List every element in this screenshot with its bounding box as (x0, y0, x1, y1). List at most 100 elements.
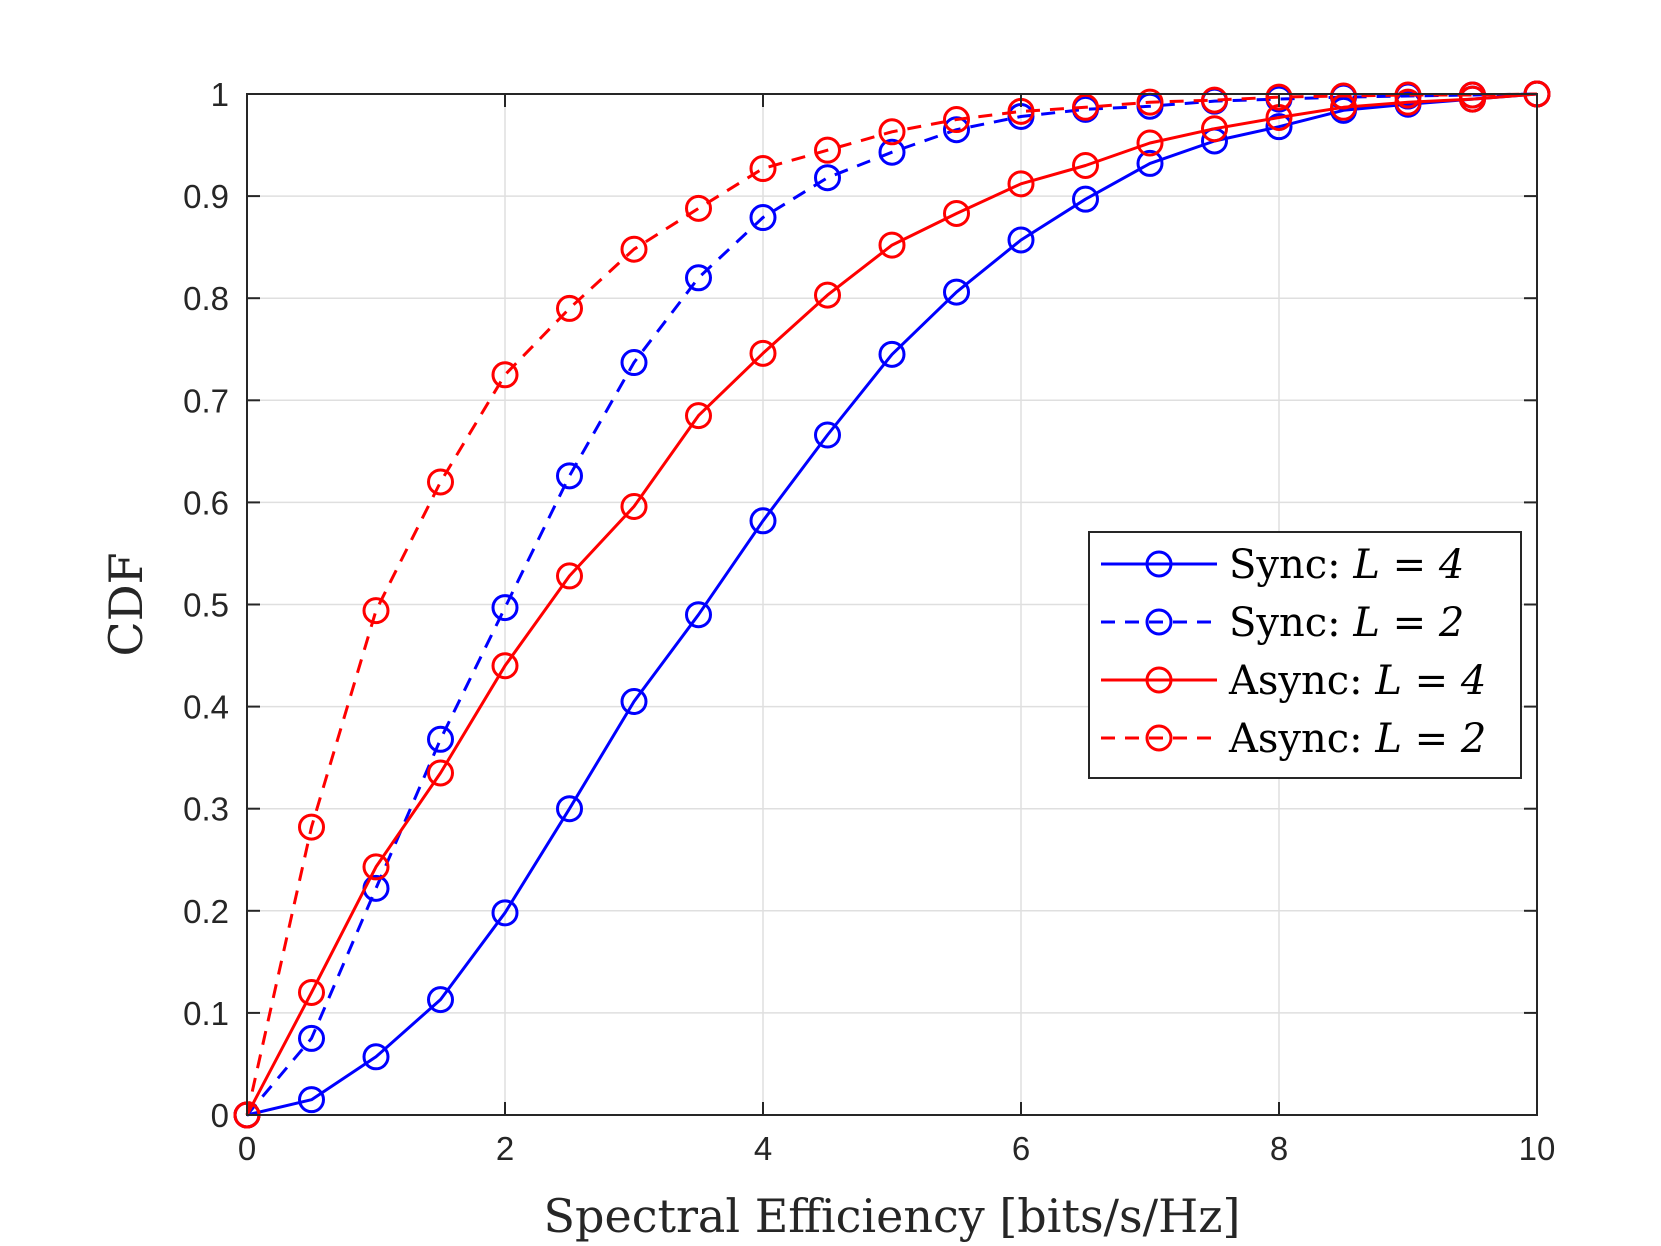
data-point (749, 204, 777, 232)
data-point (427, 759, 454, 787)
y-tick-label: 0.9 (183, 178, 229, 215)
data-point (1201, 115, 1228, 143)
data-point (1007, 226, 1035, 254)
data-point (814, 136, 841, 164)
legend-label-prefix: Async: (1228, 716, 1375, 762)
data-point (556, 294, 583, 322)
data-point (1265, 113, 1293, 141)
y-tick-label: 0.8 (183, 280, 229, 317)
legend-label-math: L = 2 (1374, 716, 1486, 762)
data-point (1265, 83, 1293, 111)
data-point (362, 597, 390, 625)
data-point (878, 231, 906, 259)
x-axis-title: Spectral Efficiency [bits/s/Hz] (544, 1189, 1241, 1243)
data-point (556, 562, 583, 590)
data-point (1007, 170, 1035, 198)
data-point (685, 402, 712, 430)
data-point (362, 1043, 390, 1071)
data-point (620, 349, 648, 377)
data-point (1072, 151, 1099, 179)
data-point (491, 594, 519, 622)
data-point (814, 421, 841, 449)
data-point (943, 116, 970, 144)
legend-marker (1145, 666, 1173, 694)
series-layer (233, 80, 1551, 1129)
data-point (1136, 88, 1164, 116)
data-point (298, 1086, 325, 1114)
y-axis-title: CDF (99, 553, 153, 657)
data-point (1201, 86, 1228, 114)
data-point (685, 194, 712, 222)
legend-label-math: L = 4 (1352, 542, 1464, 588)
grid (247, 94, 1537, 1115)
data-point (943, 106, 970, 134)
y-tick-label: 0.7 (183, 382, 229, 419)
data-point (298, 1024, 325, 1052)
data-point (491, 361, 519, 389)
data-point (814, 164, 841, 192)
x-tick-label: 6 (1012, 1130, 1030, 1167)
data-point (749, 507, 777, 535)
data-point (1459, 81, 1486, 109)
data-point (620, 235, 648, 263)
data-point (362, 853, 390, 881)
data-point (298, 978, 325, 1006)
series-line (246, 92, 1538, 1117)
data-point (427, 468, 454, 496)
data-point (1394, 88, 1422, 116)
data-point (878, 118, 906, 146)
data-point (943, 278, 970, 306)
y-tick-label: 0.3 (183, 791, 229, 828)
y-tick-label: 0.1 (183, 995, 229, 1032)
x-tick-label: 2 (496, 1130, 514, 1167)
x-tick-label: 10 (1519, 1130, 1556, 1167)
data-point (749, 339, 777, 367)
legend-label-math: L = 2 (1352, 600, 1464, 646)
data-point (620, 687, 648, 715)
y-tick-label: 0.6 (183, 484, 229, 521)
data-point (878, 340, 906, 368)
data-point (427, 725, 454, 753)
ticks: 0 2 4 6 8 10 0 0.1 0.2 0.3 0.4 0.5 0.6 0.7 0.8 0.9 1 (183, 76, 1555, 1167)
legend-label-prefix: Sync: (1229, 542, 1353, 588)
y-tick-label: 0.5 (183, 587, 229, 624)
x-tick-label: 0 (238, 1130, 256, 1167)
series-1 (233, 80, 1551, 1129)
data-point (1136, 129, 1164, 157)
legend-label-math: L = 4 (1374, 658, 1486, 704)
y-tick-label: 0.2 (183, 893, 229, 930)
data-point (491, 899, 519, 927)
data-point (814, 281, 841, 309)
data-point (943, 199, 970, 227)
data-point (1394, 81, 1422, 109)
series-4 (233, 80, 1551, 1129)
x-tick-label: 8 (1270, 1130, 1288, 1167)
data-point (556, 795, 583, 823)
series-line (245, 92, 1538, 1116)
data-point (1072, 93, 1099, 121)
data-point (685, 601, 712, 629)
legend-label: Async: L = 2 (1228, 716, 1486, 762)
series-line (245, 92, 1538, 1116)
series-line (245, 92, 1538, 1116)
y-tick-label: 0 (211, 1097, 229, 1134)
y-tick-label: 0.4 (183, 689, 229, 726)
legend-item: Sync: L = 2 (1101, 600, 1464, 646)
data-point (491, 652, 519, 680)
legend-marker (1145, 724, 1173, 752)
data-point (878, 138, 906, 166)
legend-label: Sync: L = 2 (1229, 600, 1464, 646)
data-point (1072, 185, 1099, 213)
legend-item: Async: L = 4 (1101, 658, 1486, 704)
legend-label: Async: L = 4 (1228, 658, 1486, 704)
data-point (749, 155, 777, 183)
data-point (556, 462, 583, 490)
legend-label: Sync: L = 4 (1229, 542, 1464, 588)
legend-marker (1145, 608, 1173, 636)
legend-marker (1145, 550, 1173, 578)
legend-item: Sync: L = 4 (1101, 542, 1464, 588)
legend-label-prefix: Async: (1228, 658, 1375, 704)
